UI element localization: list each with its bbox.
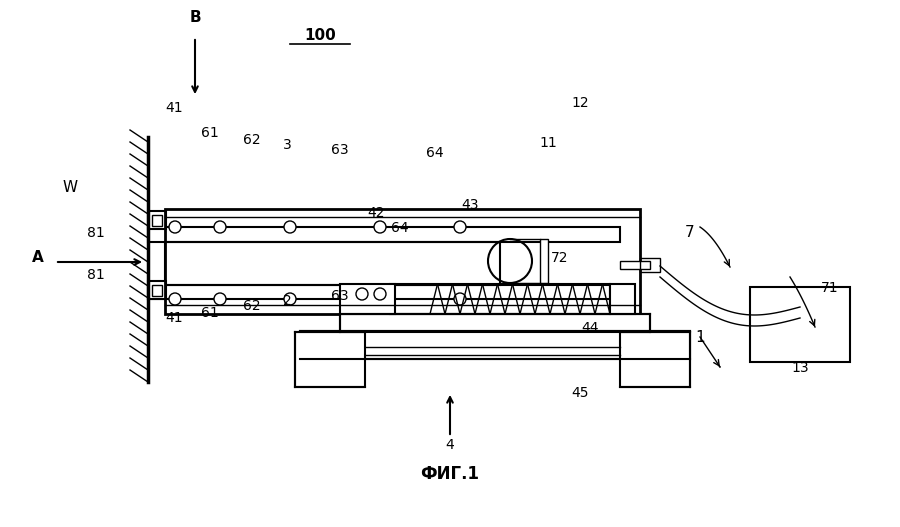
Text: 43: 43 <box>461 198 479 212</box>
Text: 11: 11 <box>539 136 557 150</box>
Text: 100: 100 <box>304 28 336 43</box>
Text: 3: 3 <box>283 138 292 152</box>
Bar <box>640 258 660 272</box>
Circle shape <box>284 293 296 305</box>
Text: 61: 61 <box>201 126 219 140</box>
Text: 42: 42 <box>367 206 385 220</box>
Bar <box>165 209 640 314</box>
Text: 44: 44 <box>581 321 598 335</box>
Bar <box>152 285 162 296</box>
Text: 61: 61 <box>201 306 219 320</box>
Circle shape <box>454 293 466 305</box>
Text: 41: 41 <box>166 101 183 115</box>
Text: 81: 81 <box>87 268 105 282</box>
Bar <box>148 227 620 242</box>
Text: B: B <box>189 10 201 25</box>
Text: 72: 72 <box>551 251 569 265</box>
Circle shape <box>214 221 226 233</box>
Circle shape <box>169 221 181 233</box>
Circle shape <box>374 221 386 233</box>
Text: 12: 12 <box>572 96 589 110</box>
Text: ФИГ.1: ФИГ.1 <box>420 465 480 483</box>
Text: 63: 63 <box>331 143 349 157</box>
Text: W: W <box>62 180 77 195</box>
Text: 64: 64 <box>427 146 444 160</box>
Circle shape <box>169 293 181 305</box>
Bar <box>750 287 850 362</box>
Text: 64: 64 <box>392 221 409 235</box>
Bar <box>620 332 690 387</box>
Text: 4: 4 <box>446 438 454 452</box>
Bar <box>300 331 690 359</box>
Bar <box>165 242 500 285</box>
Bar <box>340 284 395 314</box>
Bar <box>295 332 365 387</box>
Bar <box>152 215 162 226</box>
Text: 63: 63 <box>331 289 349 303</box>
Text: 1: 1 <box>695 330 705 345</box>
Bar <box>540 239 548 283</box>
Text: 62: 62 <box>243 299 261 313</box>
Text: 2: 2 <box>283 294 292 308</box>
Text: A: A <box>32 250 44 265</box>
Text: 45: 45 <box>572 386 589 400</box>
Bar <box>610 284 635 314</box>
Bar <box>148 211 166 229</box>
Circle shape <box>374 293 386 305</box>
Bar <box>148 281 166 299</box>
Circle shape <box>284 221 296 233</box>
Bar <box>340 314 650 332</box>
Text: 71: 71 <box>821 281 839 295</box>
Text: 13: 13 <box>791 361 809 375</box>
Bar <box>620 261 650 269</box>
Text: 62: 62 <box>243 133 261 147</box>
Bar <box>390 284 610 314</box>
Bar <box>148 285 620 299</box>
Text: 7: 7 <box>685 225 695 240</box>
Circle shape <box>214 293 226 305</box>
Text: 81: 81 <box>87 226 105 240</box>
Circle shape <box>454 221 466 233</box>
Text: 41: 41 <box>166 311 183 325</box>
